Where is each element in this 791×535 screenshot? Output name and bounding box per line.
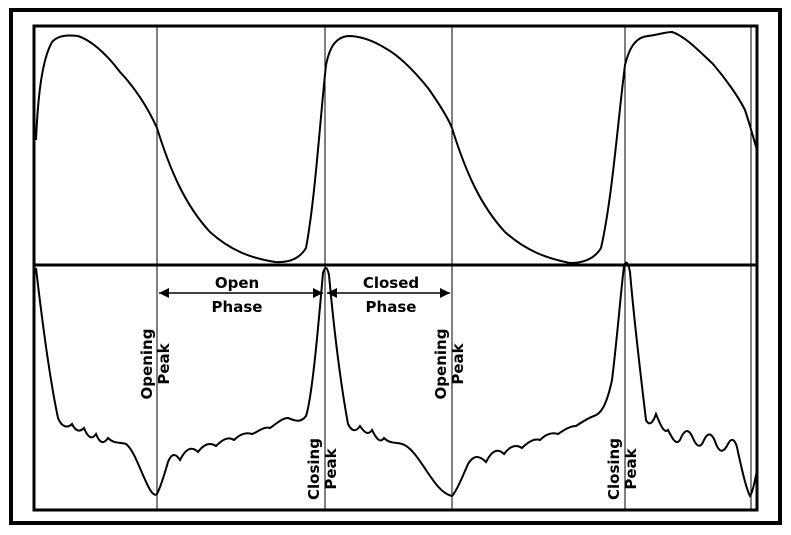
closed-phase-arrow xyxy=(327,288,450,298)
svg-text:Closing: Closing xyxy=(305,438,323,500)
closed-phase-label-line1: Closed xyxy=(363,274,419,292)
open-phase-label-line1: Open xyxy=(215,274,259,292)
flow-derivative-waveform xyxy=(35,261,758,498)
outer-frame xyxy=(9,8,782,525)
glottal-flow-waveform xyxy=(35,30,758,265)
svg-text:Peak: Peak xyxy=(622,447,640,489)
svg-text:Peak: Peak xyxy=(155,342,173,384)
inner-frame xyxy=(32,24,759,512)
svg-text:Peak: Peak xyxy=(449,342,467,384)
closing-peak-label-2: Closing Peak xyxy=(605,438,640,500)
closing-peak-label-1: Closing Peak xyxy=(305,438,340,500)
opening-peak-label-1: Opening Peak xyxy=(138,329,173,400)
svg-text:Peak: Peak xyxy=(322,447,340,489)
svg-text:Opening: Opening xyxy=(432,329,450,400)
open-phase-label-line2: Phase xyxy=(212,298,263,316)
open-phase-arrow xyxy=(159,288,323,298)
opening-peak-label-2: Opening Peak xyxy=(432,329,467,400)
svg-text:Closing: Closing xyxy=(605,438,623,500)
svg-text:Opening: Opening xyxy=(138,329,156,400)
closed-phase-label-line2: Phase xyxy=(366,298,417,316)
